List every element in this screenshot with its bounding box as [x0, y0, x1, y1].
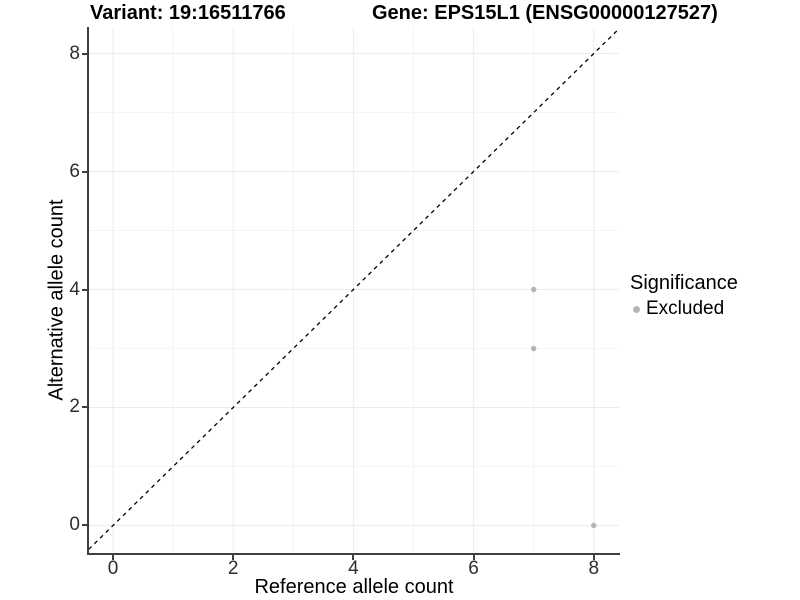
y-tick: [82, 170, 87, 173]
y-tick-label: 4: [69, 278, 80, 300]
x-tick: [592, 555, 595, 560]
x-axis-line: [87, 553, 620, 555]
data-point: [530, 345, 537, 352]
legend-title: Significance: [630, 272, 738, 294]
excluded-point-icon: [633, 305, 640, 313]
x-axis-title: Reference allele count: [254, 576, 454, 598]
x-tick-label: 4: [348, 558, 359, 579]
legend-item-label: Excluded: [646, 298, 725, 319]
y-axis-title: Alternative allele count: [45, 199, 68, 401]
x-tick-label: 2: [227, 558, 239, 579]
y-tick: [82, 288, 87, 291]
y-tick-label: 8: [69, 42, 80, 64]
legend: Significance Excluded: [630, 272, 738, 320]
y-tick-label: 0: [69, 514, 80, 536]
data-point: [591, 522, 597, 529]
x-tick-label: 6: [468, 558, 479, 579]
y-tick: [82, 524, 87, 527]
data-points: [530, 286, 597, 529]
variant-title: Variant: 19:16511766: [90, 2, 286, 24]
x-tick: [232, 555, 235, 560]
y-tick: [82, 406, 87, 409]
y-tick: [82, 52, 87, 55]
x-tick-label: 0: [107, 558, 119, 579]
x-tick-label: 8: [588, 558, 600, 579]
y-tick-label: 6: [69, 160, 80, 182]
y-tick-label: 2: [69, 396, 80, 418]
gridlines: [89, 27, 619, 552]
gene-title: Gene: EPS15L1 (ENSG00000127527): [372, 2, 718, 24]
identity-line: [89, 27, 619, 550]
x-tick: [352, 555, 355, 560]
x-tick: [112, 555, 115, 560]
data-point: [530, 286, 537, 293]
x-tick: [472, 555, 475, 560]
plot-panel: [89, 27, 619, 552]
legend-item-excluded: Excluded: [633, 298, 738, 320]
y-axis-line: [87, 27, 89, 555]
